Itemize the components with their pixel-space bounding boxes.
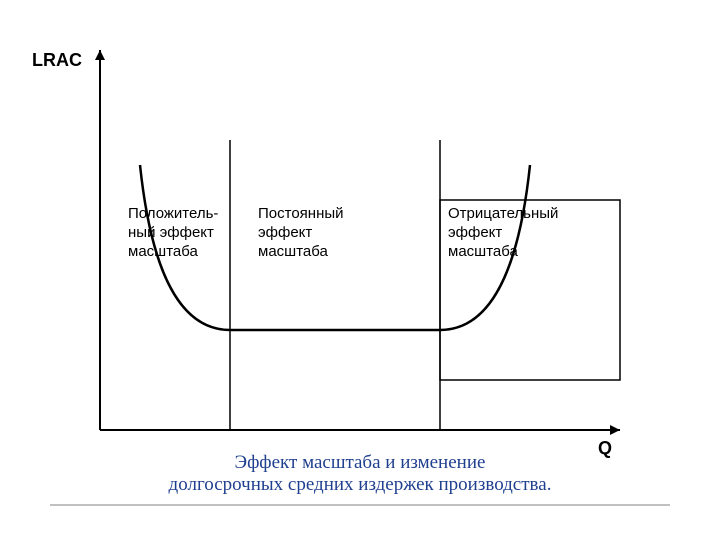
caption-line: долгосрочных средних издержек производст… (90, 474, 630, 496)
region-label-right: Отрицательный эффект масштаба (448, 205, 558, 261)
y-axis-arrow (95, 50, 105, 60)
x-axis-arrow (610, 425, 620, 435)
figure-caption: Эффект масштаба и изменениедолгосрочных … (90, 452, 630, 496)
region-label-left: Положитель- ный эффект масштаба (128, 205, 218, 261)
region-label-middle: Постоянный эффект масштаба (258, 205, 344, 261)
figure-stage: LRAC Q Положитель- ный эффект масштаба П… (0, 0, 720, 540)
caption-line: Эффект масштаба и изменение (90, 452, 630, 474)
y-axis-label: LRAC (32, 50, 82, 71)
